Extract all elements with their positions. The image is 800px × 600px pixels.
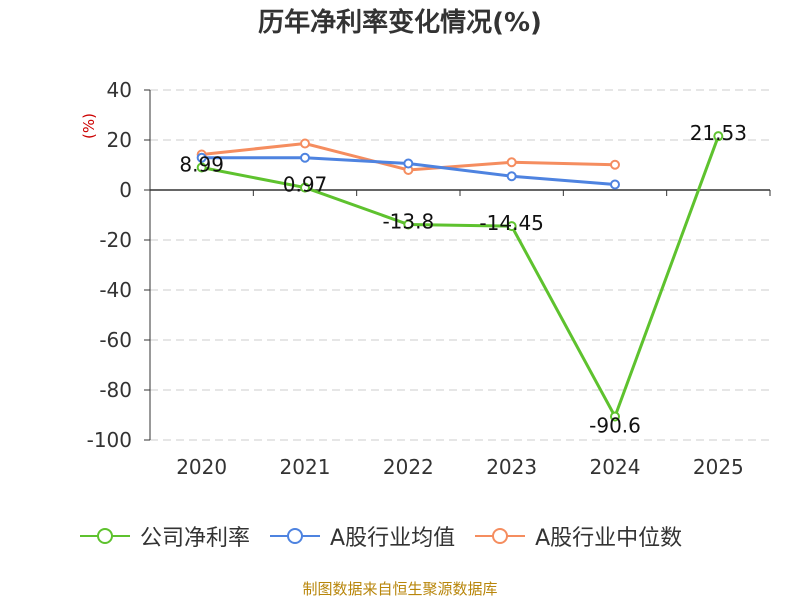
x-tick-label: 2024 [590,455,641,479]
y-tick-label: 40 [107,78,132,102]
data-label: -13.8 [382,210,434,234]
series-line-0 [201,135,720,421]
data-label: 0.97 [283,173,328,197]
legend-label-company: 公司净利率 [140,526,251,551]
data-point [300,182,310,193]
data-point [610,179,620,190]
y-tick-label: -100 [87,428,132,452]
legend-label-industry-median: A股行业中位数 [535,526,683,551]
data-label: 8.99 [179,153,224,177]
y-tick-label: 20 [107,128,132,152]
legend: 公司净利率 A股行业均值 A股行业中位数 [80,516,702,556]
y-axis-label: (%) [80,113,98,139]
data-point [610,159,620,170]
data-point [403,219,414,230]
data-point [610,411,620,422]
y-tick-label: -60 [99,328,132,352]
data-point [506,171,517,182]
chart-title: 历年净利率变化情况(%) [258,8,542,38]
y-tick-label: -20 [99,228,132,252]
legend-item-industry-mean[interactable]: A股行业均值 [270,520,455,552]
data-point [506,221,517,232]
y-tick-label: -80 [99,378,132,402]
data-label: 21.53 [690,121,747,145]
data-label: -90.6 [589,414,641,438]
legend-item-industry-median[interactable]: A股行业中位数 [475,520,682,552]
legend-line-icon-green [80,528,130,544]
legend-item-company[interactable]: 公司净利率 [80,520,250,552]
data-point [196,152,207,163]
data-point [506,157,517,168]
legend-line-icon-orange [475,528,526,544]
x-tick-label: 2020 [176,455,227,479]
source-note: 制图数据来自恒生聚源数据库 [302,580,498,598]
data-point [403,158,414,169]
legend-label-industry-mean: A股行业均值 [330,526,456,551]
x-tick-label: 2021 [280,455,331,479]
legend-line-icon-blue [270,528,321,544]
data-point [300,152,310,163]
x-tick-label: 2025 [693,455,744,479]
data-point [713,131,724,142]
data-point [196,162,207,173]
y-tick-label: -40 [99,278,132,302]
x-tick-label: 2023 [486,455,537,479]
data-label: -14.45 [479,211,543,235]
data-point [300,138,310,149]
x-tick-label: 2022 [383,455,434,479]
y-tick-label: 0 [119,178,132,202]
